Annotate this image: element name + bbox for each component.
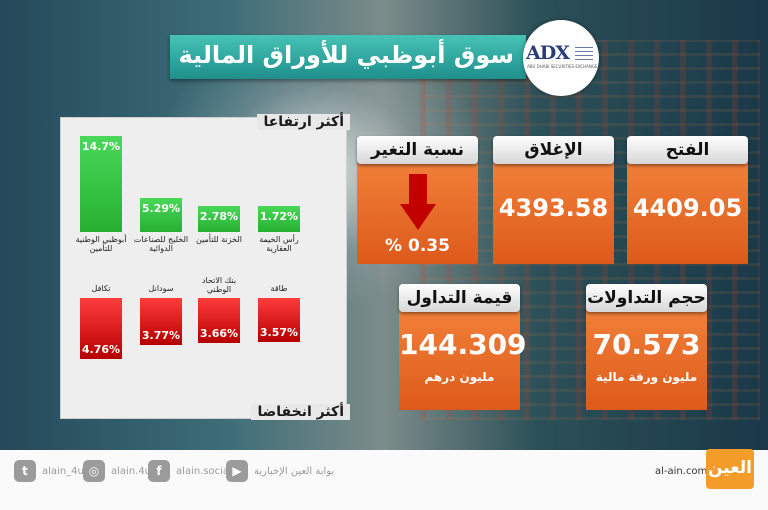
loser-bar [258,298,300,342]
gainer-name: أبوظبي الوطنية للتأمين [75,235,127,253]
gainer-value: 5.29% [141,201,181,215]
footer [0,450,768,510]
gainer-bar [258,206,300,232]
close-value: 4393.58 [498,194,609,222]
open-card-body: 4409.05 [627,156,748,264]
loser-value: 4.76% [81,342,121,356]
page-title: سوق أبوظبي للأوراق المالية [178,41,515,69]
loser-bar [198,298,240,344]
gainer-bar [80,136,122,232]
close-card-body: 4393.58 [493,156,614,264]
loser-name: بنك الاتحاد الوطني [201,276,237,294]
site-url[interactable]: al-ain.com [655,466,708,477]
open-value: 4409.05 [632,194,743,222]
open-label: الفتح [627,136,748,164]
volume-value: 70.573 [592,328,701,361]
gainer-value: 1.72% [259,210,299,223]
gainer-bar [198,206,240,232]
gainer-name: الخزنة للتأمين [195,235,243,244]
change-label: نسبة التغير [357,136,478,164]
change-card: % 0.35 نسبة التغير [357,136,478,264]
instagram-handle: alain.4u [111,465,152,477]
loser-value: 3.66% [199,327,239,341]
volume-label: حجم التداولات [586,284,707,312]
change-value: % 0.35 [385,236,450,256]
instagram-icon: ◎ [83,460,105,482]
twitter-handle: alain_4u [42,465,84,477]
turnover-value: 144.309 [399,328,527,361]
logo-arabic-lines [575,46,593,60]
down-arrow-icon [400,174,436,230]
youtube-icon: ▶ [226,460,248,482]
logo-subtitle: ABU DHABI SECURITIES EXCHANGE [527,64,598,69]
loser-value: 3.77% [141,328,181,342]
loser-name: سودانل [148,284,174,293]
brand-logo: العين [706,449,754,489]
movers-panel: أكثر ارتفاعا أكثر انخفاضا 14.7% أبوظبي ال… [60,114,350,420]
gainers-label: أكثر ارتفاعا [257,114,350,130]
twitter-link[interactable]: t alain_4u [14,459,84,483]
gainer-value: 14.7% [81,140,121,154]
gainer-bar [140,197,182,232]
loser-value: 3.57% [259,325,299,339]
facebook-icon: f [148,460,170,482]
title-banner: سوق أبوظبي للأوراق المالية [170,35,526,79]
volume-card-body: 70.573 مليون ورقة مالية [586,304,707,410]
close-label: الإغلاق [493,136,614,164]
open-card: 4409.05 الفتح [627,136,748,264]
turnover-unit: مليون درهم [424,370,495,384]
facebook-link[interactable]: f alain.social [148,459,232,483]
twitter-icon: t [14,460,36,482]
gainer-value: 2.78% [199,210,239,223]
loser-bar [140,298,182,345]
instagram-link[interactable]: ◎ alain.4u [83,459,151,483]
logo-mark: ADX [526,42,570,64]
gainer-name: الخليج للصناعات الدوائية [133,235,189,253]
change-card-body: % 0.35 [357,156,478,264]
losers-label: أكثر انخفاضا [251,404,350,420]
youtube-link[interactable]: ▶ بوابة العين الإخبارية [226,459,334,483]
loser-bar [80,298,122,359]
turnover-card-body: 144.309 مليون درهم [399,304,527,410]
loser-name: تكافل [91,284,111,293]
loser-name: طاقة [270,284,288,293]
youtube-handle: بوابة العين الإخبارية [254,465,335,477]
gainer-name: رأس الخيمة العقارية [259,235,299,253]
turnover-label: قيمة التداول [399,284,520,312]
facebook-handle: alain.social [176,465,232,477]
volume-card: 70.573 مليون ورقة مالية حجم التداولات [586,284,707,410]
turnover-card: 144.309 مليون درهم قيمة التداول [399,284,527,410]
volume-unit: مليون ورقة مالية [595,370,698,384]
adx-logo: ADX ABU DHABI SECURITIES EXCHANGE [523,20,599,96]
close-card: 4393.58 الإغلاق [493,136,614,264]
